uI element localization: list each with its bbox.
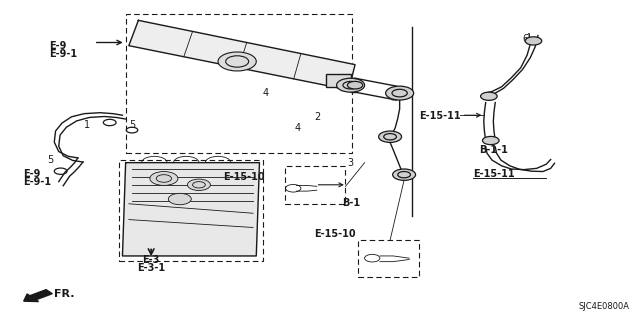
Bar — [285, 166, 346, 204]
Bar — [358, 240, 419, 277]
Text: 2: 2 — [314, 112, 321, 122]
Text: 5: 5 — [47, 154, 54, 165]
Circle shape — [386, 86, 413, 100]
Circle shape — [525, 37, 541, 45]
Text: B-1: B-1 — [342, 198, 360, 208]
Text: 1: 1 — [84, 120, 90, 130]
Circle shape — [481, 92, 497, 100]
Circle shape — [168, 193, 191, 205]
Circle shape — [393, 169, 415, 180]
Circle shape — [150, 172, 178, 185]
Circle shape — [188, 179, 211, 190]
Text: E-15-10: E-15-10 — [314, 229, 355, 239]
Text: 6: 6 — [522, 34, 528, 44]
Circle shape — [218, 52, 256, 71]
Text: FR.: FR. — [54, 289, 74, 299]
Text: 4: 4 — [263, 88, 269, 98]
Circle shape — [348, 81, 363, 89]
Text: 5: 5 — [129, 120, 135, 130]
Text: E-15-11: E-15-11 — [473, 169, 515, 179]
Polygon shape — [129, 20, 355, 90]
Text: 3: 3 — [348, 158, 354, 168]
Circle shape — [379, 131, 401, 142]
Text: SJC4E0800A: SJC4E0800A — [578, 302, 629, 311]
Circle shape — [483, 137, 499, 145]
Circle shape — [337, 78, 365, 92]
Text: E-3: E-3 — [143, 255, 160, 265]
FancyArrow shape — [24, 290, 52, 301]
Text: E-9: E-9 — [49, 41, 67, 51]
Text: E-3-1: E-3-1 — [137, 263, 165, 273]
Text: B-1-1: B-1-1 — [479, 145, 508, 155]
Text: 4: 4 — [294, 123, 301, 133]
Text: E-15-11: E-15-11 — [419, 111, 460, 121]
Polygon shape — [122, 163, 259, 256]
Text: E-15-10: E-15-10 — [223, 172, 265, 182]
Bar — [125, 14, 352, 153]
Text: E-9-1: E-9-1 — [49, 48, 77, 59]
Text: E-9: E-9 — [23, 169, 40, 179]
Bar — [119, 160, 262, 261]
Text: E-9-1: E-9-1 — [23, 177, 51, 187]
Bar — [326, 74, 351, 87]
